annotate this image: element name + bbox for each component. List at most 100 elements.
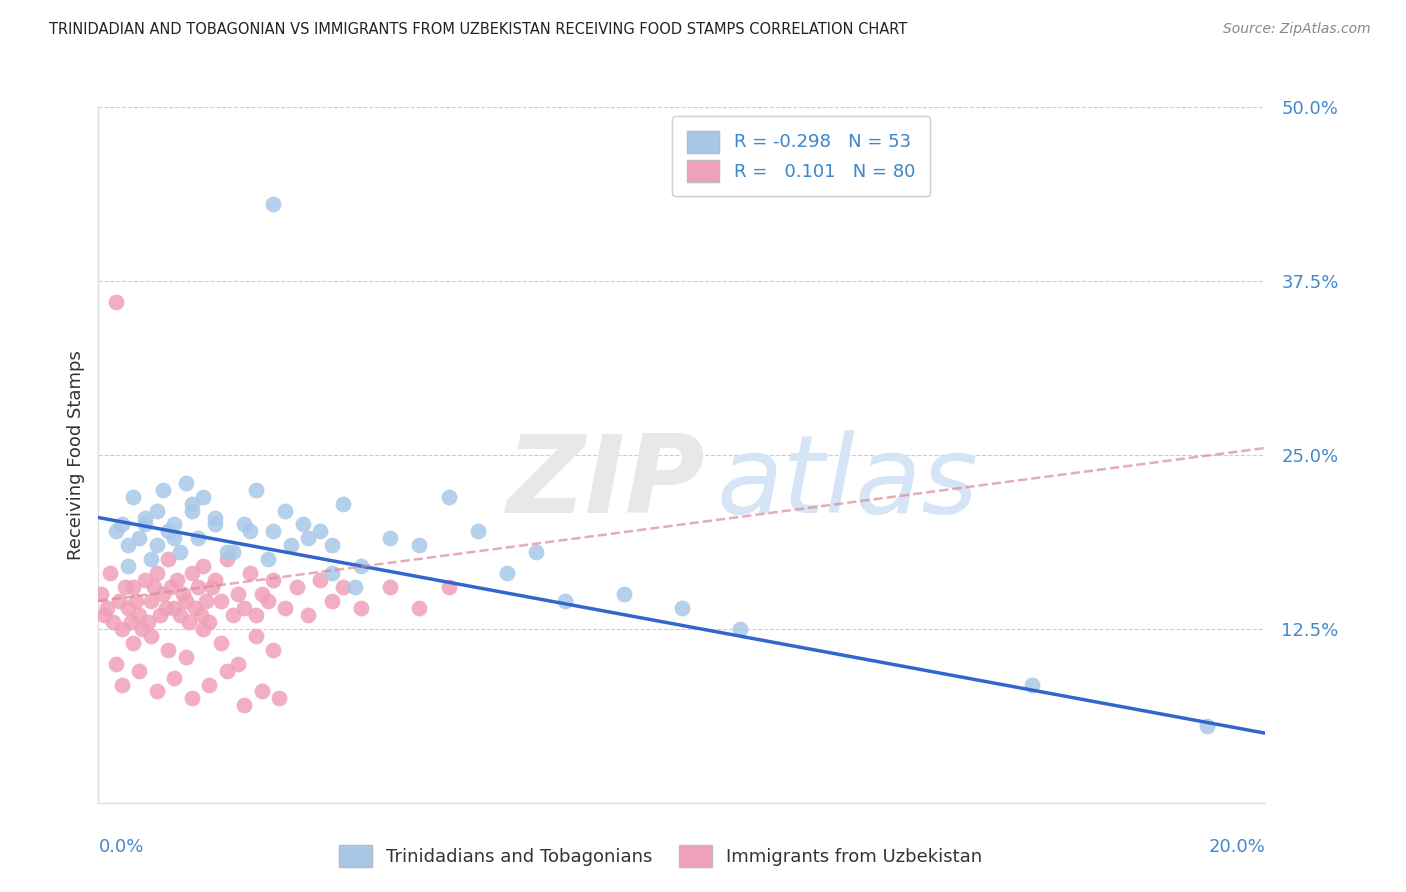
- Point: [142, 580, 165, 594]
- Point: [730, 622, 752, 636]
- Point: [134, 573, 156, 587]
- Point: [134, 510, 156, 524]
- Point: [90, 587, 112, 601]
- Point: [146, 538, 169, 552]
- Point: [350, 601, 373, 615]
- Point: [262, 573, 284, 587]
- Point: [128, 607, 150, 622]
- Text: ZIP: ZIP: [508, 430, 706, 536]
- Point: [152, 587, 174, 601]
- Point: [321, 594, 343, 608]
- Point: [256, 594, 278, 608]
- Point: [111, 677, 134, 691]
- Point: [166, 573, 188, 587]
- Point: [190, 607, 212, 622]
- Point: [1195, 719, 1218, 733]
- Point: [233, 698, 256, 713]
- Point: [122, 490, 145, 504]
- Point: [321, 566, 343, 581]
- Point: [108, 594, 131, 608]
- Point: [467, 524, 489, 539]
- Point: [172, 587, 194, 601]
- Point: [233, 517, 256, 532]
- Point: [215, 664, 238, 678]
- Point: [291, 517, 314, 532]
- Point: [408, 601, 430, 615]
- Point: [332, 580, 354, 594]
- Point: [136, 615, 159, 629]
- Point: [146, 503, 169, 517]
- Point: [169, 545, 191, 559]
- Point: [245, 607, 267, 622]
- Point: [239, 524, 262, 539]
- Point: [152, 483, 174, 497]
- Text: 20.0%: 20.0%: [1209, 838, 1265, 855]
- Point: [104, 657, 127, 671]
- Point: [437, 580, 460, 594]
- Point: [139, 594, 162, 608]
- Legend: R = -0.298   N = 53, R =   0.101   N = 80: R = -0.298 N = 53, R = 0.101 N = 80: [672, 116, 929, 196]
- Point: [262, 524, 284, 539]
- Point: [309, 524, 332, 539]
- Point: [245, 629, 267, 643]
- Point: [193, 490, 215, 504]
- Point: [128, 664, 150, 678]
- Point: [204, 510, 226, 524]
- Point: [128, 532, 150, 546]
- Point: [157, 524, 180, 539]
- Point: [146, 684, 169, 698]
- Text: 0.0%: 0.0%: [98, 838, 143, 855]
- Point: [1021, 677, 1043, 691]
- Point: [177, 615, 200, 629]
- Point: [163, 532, 186, 546]
- Point: [101, 615, 124, 629]
- Point: [201, 580, 224, 594]
- Point: [117, 538, 139, 552]
- Point: [524, 545, 547, 559]
- Point: [228, 587, 250, 601]
- Point: [139, 629, 162, 643]
- Point: [285, 580, 308, 594]
- Point: [215, 545, 238, 559]
- Point: [250, 684, 273, 698]
- Point: [297, 532, 319, 546]
- Point: [117, 601, 139, 615]
- Point: [114, 580, 136, 594]
- Point: [160, 580, 183, 594]
- Point: [180, 503, 202, 517]
- Point: [193, 622, 215, 636]
- Point: [180, 566, 202, 581]
- Point: [193, 559, 215, 574]
- Point: [131, 622, 153, 636]
- Point: [437, 490, 460, 504]
- Point: [321, 538, 343, 552]
- Point: [117, 559, 139, 574]
- Point: [408, 538, 430, 552]
- Point: [120, 615, 142, 629]
- Point: [183, 601, 205, 615]
- Point: [215, 552, 238, 566]
- Y-axis label: Receiving Food Stamps: Receiving Food Stamps: [66, 350, 84, 560]
- Point: [146, 566, 169, 581]
- Point: [122, 636, 145, 650]
- Point: [204, 573, 226, 587]
- Point: [332, 497, 354, 511]
- Point: [554, 594, 576, 608]
- Point: [209, 636, 232, 650]
- Point: [274, 601, 297, 615]
- Point: [157, 552, 180, 566]
- Point: [204, 517, 226, 532]
- Point: [149, 607, 172, 622]
- Point: [157, 642, 180, 657]
- Point: [122, 580, 145, 594]
- Point: [198, 615, 221, 629]
- Point: [280, 538, 302, 552]
- Point: [139, 552, 162, 566]
- Point: [93, 607, 115, 622]
- Point: [169, 607, 191, 622]
- Point: [256, 552, 278, 566]
- Point: [195, 594, 218, 608]
- Point: [96, 601, 118, 615]
- Point: [671, 601, 693, 615]
- Point: [378, 580, 402, 594]
